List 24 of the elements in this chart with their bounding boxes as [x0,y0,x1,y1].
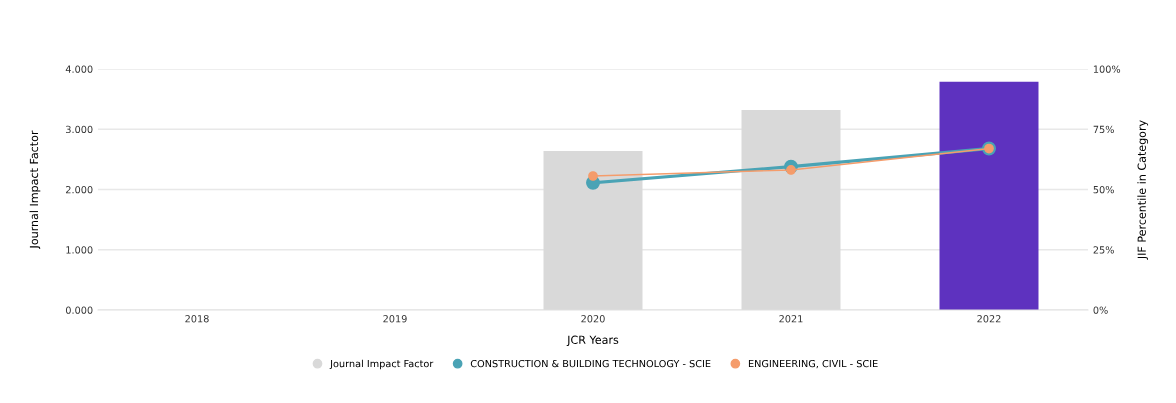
y2-tick-label: 50% [1093,185,1114,194]
y2-tick-label: 25% [1093,246,1114,254]
point [786,165,796,175]
x-tick-label: 2019 [383,315,407,323]
legend-label: Journal Impact Factor [329,359,434,370]
x-tick-label: 2020 [581,315,605,323]
y-tick-label: 4.000 [65,65,93,73]
legend-label: ENGINEERING, CIVIL - SCIE [748,359,878,369]
x-axis-title: JCR Years [566,335,619,347]
y2-tick-label: 100% [1093,65,1121,73]
y2-axis-title: JIF Percentile in Category [1137,120,1149,260]
y-tick-label: 2.000 [66,185,93,194]
y-tick-label: 3.000 [66,125,93,134]
x-tick-label: 2022 [977,315,1001,323]
y-tick-label: 0.000 [65,306,93,314]
y2-tick-label: 0% [1093,306,1108,314]
x-tick-label: 2018 [185,315,209,323]
bar [939,81,1039,310]
y-tick-label: 1.000 [66,246,93,254]
y-axis-title: Journal Impact Factor [29,130,41,250]
y2-tick-label: 75% [1093,125,1114,134]
legend-label: CONSTRUCTION & BUILDING TECHNOLOGY - SCIE [470,359,711,368]
point [588,171,598,181]
x-tick-label: 2021 [779,315,803,323]
